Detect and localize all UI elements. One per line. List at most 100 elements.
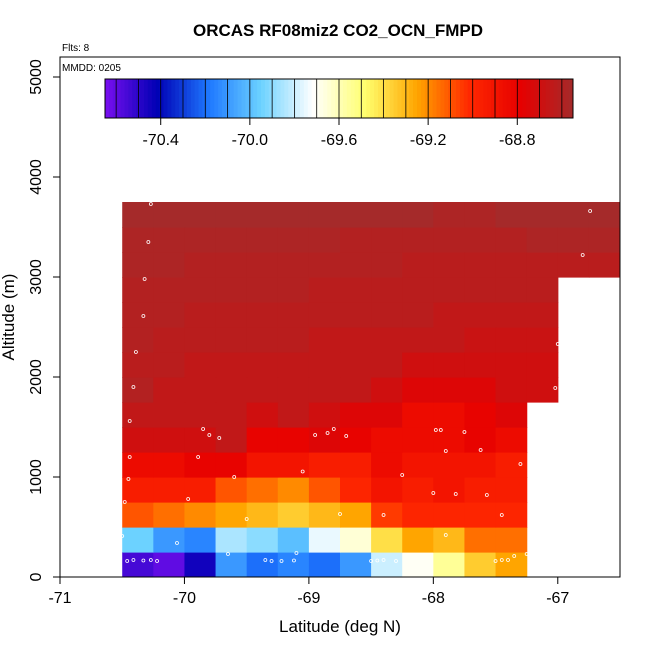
heatmap-cell bbox=[246, 377, 279, 403]
colorbar-segment bbox=[459, 79, 465, 118]
heatmap-cell bbox=[402, 427, 434, 453]
heatmap-cell bbox=[277, 402, 310, 428]
heatmap-cell bbox=[184, 302, 217, 328]
colorbar-segment bbox=[210, 79, 215, 118]
heatmap-cell bbox=[215, 302, 248, 328]
colorbar-segment bbox=[479, 79, 484, 118]
colorbar-segment bbox=[534, 79, 539, 118]
heatmap-cell bbox=[371, 227, 403, 253]
heatmap-cell bbox=[340, 352, 372, 378]
colorbar-segment bbox=[167, 79, 172, 118]
x-tick-label: -70 bbox=[173, 590, 196, 607]
heatmap-cell bbox=[184, 552, 217, 577]
heatmap-cell bbox=[588, 202, 620, 228]
heatmap-cell bbox=[495, 502, 528, 528]
colorbar-segment bbox=[257, 79, 262, 118]
colorbar-segment bbox=[506, 79, 512, 118]
heatmap-cell bbox=[495, 527, 528, 553]
heatmap-cell bbox=[464, 377, 497, 403]
heatmap-cell bbox=[277, 252, 310, 278]
observation-point bbox=[279, 559, 284, 563]
observation-point bbox=[244, 517, 249, 521]
heatmap-cell bbox=[402, 477, 434, 503]
heatmap-cell bbox=[122, 202, 154, 228]
colorbar-segment bbox=[108, 79, 114, 118]
colorbar-segment bbox=[358, 79, 363, 118]
observation-point bbox=[131, 385, 136, 389]
heatmap-cell bbox=[215, 377, 248, 403]
heatmap-cell bbox=[215, 252, 248, 278]
heatmap-cell bbox=[464, 452, 497, 478]
x-tick-label: -71 bbox=[48, 590, 71, 607]
colorbar-segment bbox=[483, 79, 488, 118]
heatmap-cell bbox=[153, 327, 186, 353]
heatmap-cell bbox=[495, 477, 528, 503]
colorbar-segment bbox=[296, 79, 301, 118]
colorbar-segment bbox=[155, 79, 161, 118]
observation-point bbox=[555, 342, 560, 346]
heatmap-cell bbox=[433, 452, 466, 478]
heatmap-cell bbox=[433, 477, 466, 503]
heatmap-cell bbox=[153, 477, 186, 503]
heatmap-cell bbox=[277, 452, 310, 478]
observation-point bbox=[148, 202, 153, 206]
heatmap-cell bbox=[308, 502, 341, 528]
heatmap-cell bbox=[371, 452, 403, 478]
colorbar-segment bbox=[214, 79, 219, 118]
heatmap-cell bbox=[402, 452, 434, 478]
colorbar-segment bbox=[319, 79, 324, 118]
colorbar: -70.4 -70.0 -69.6 -69.2 -68.8 bbox=[104, 78, 574, 149]
heatmap-cell bbox=[215, 277, 248, 303]
colorbar-segment bbox=[389, 79, 395, 118]
heatmap-cell bbox=[215, 502, 248, 528]
heatmap-cell bbox=[153, 452, 186, 478]
y-tick-label: 2000 bbox=[28, 359, 45, 395]
colorbar-segment bbox=[471, 79, 476, 118]
heatmap-cell bbox=[215, 527, 248, 553]
heatmap-cell bbox=[184, 452, 217, 478]
observation-point bbox=[186, 497, 191, 501]
heatmap-cell bbox=[308, 327, 341, 353]
colorbar-segment bbox=[335, 79, 340, 118]
heatmap-cell bbox=[308, 452, 341, 478]
heatmap-cell bbox=[588, 227, 620, 253]
colorbar-segment bbox=[417, 79, 422, 118]
colorbar-segment bbox=[420, 79, 426, 118]
heatmap-cell bbox=[122, 427, 154, 453]
observation-point bbox=[155, 559, 159, 563]
x-axis: -71 -70 -69 -68 -67 bbox=[48, 577, 569, 607]
colorbar-segment bbox=[140, 79, 145, 118]
colorbar-segment bbox=[179, 79, 184, 118]
colorbar-segment bbox=[183, 79, 188, 118]
observation-point bbox=[196, 455, 201, 459]
colorbar-segment bbox=[198, 79, 203, 118]
colorbar-segment bbox=[428, 79, 434, 118]
heatmap-cell bbox=[184, 502, 217, 528]
heatmap-cell bbox=[215, 402, 248, 428]
y-axis: 0 1000 2000 3000 4000 5000 bbox=[28, 59, 60, 581]
heatmap-cell bbox=[340, 327, 372, 353]
colorbar-segment bbox=[327, 79, 332, 118]
colorbar-segment bbox=[385, 79, 391, 118]
heatmap-cell bbox=[122, 277, 154, 303]
heatmap-cell bbox=[495, 252, 528, 278]
colorbar-segment bbox=[315, 79, 320, 118]
heatmap-cell bbox=[557, 227, 590, 253]
colorbar-segment bbox=[374, 79, 379, 118]
heatmap-cell bbox=[246, 202, 279, 228]
heatmap-cell bbox=[371, 377, 403, 403]
colorbar-segment bbox=[514, 79, 519, 118]
heatmap-cell bbox=[122, 227, 154, 253]
colorbar-segment bbox=[545, 79, 551, 118]
colorbar-segment bbox=[354, 79, 359, 118]
heatmap-cell bbox=[184, 527, 217, 553]
heatmap-cell bbox=[153, 402, 186, 428]
heatmap-cell bbox=[340, 302, 372, 328]
colorbar-tick-label: -70.4 bbox=[142, 132, 179, 149]
colorbar-segment bbox=[495, 79, 500, 118]
heatmap-cell bbox=[246, 252, 279, 278]
colorbar-segment bbox=[194, 79, 200, 118]
heatmap-cell bbox=[464, 227, 497, 253]
observation-point bbox=[338, 512, 342, 516]
